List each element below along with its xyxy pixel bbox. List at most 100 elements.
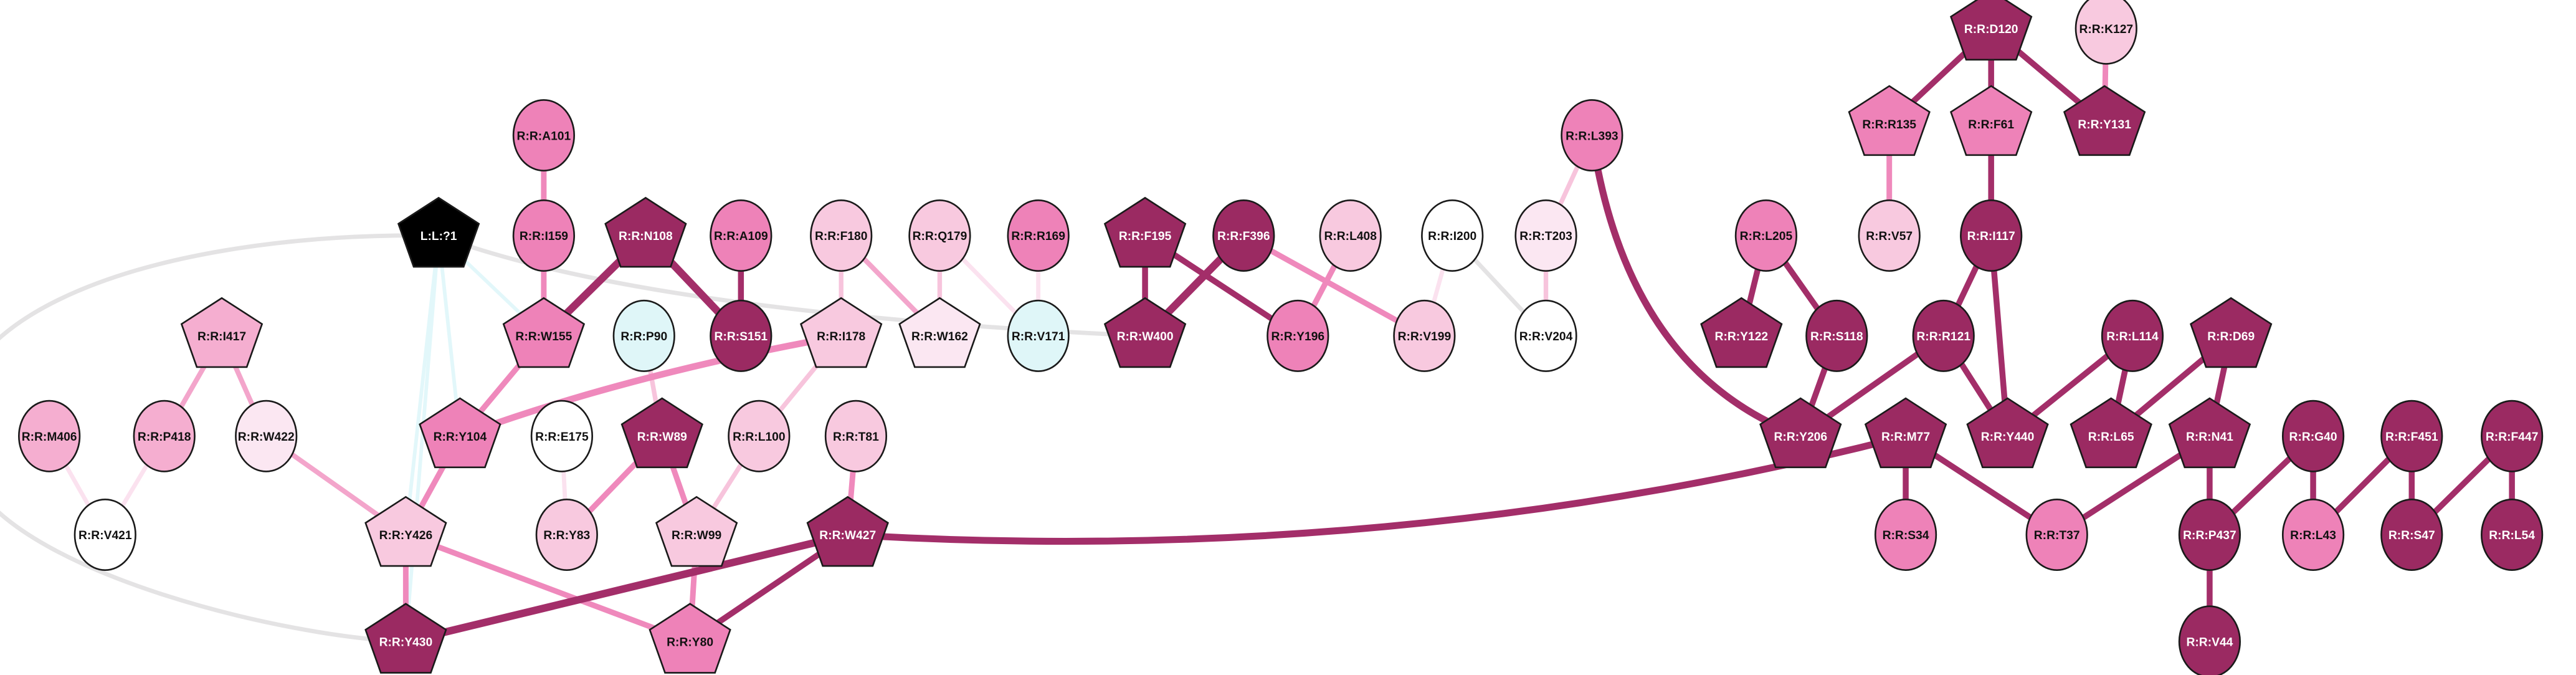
pentagon-node-shape <box>2063 85 2146 156</box>
graph-node-R:R:Y430[interactable]: R:R:Y430 <box>364 603 447 674</box>
graph-node-R:R:Y83[interactable]: R:R:Y83 <box>535 498 598 571</box>
graph-node-R:R:F447[interactable]: R:R:F447 <box>2481 400 2544 472</box>
ellipse-node-shape <box>612 299 675 372</box>
graph-node-R:R:N41[interactable]: R:R:N41 <box>2168 397 2251 469</box>
graph-node-R:R:N108[interactable]: R:R:N108 <box>604 196 687 268</box>
graph-node-R:R:Y122[interactable]: R:R:Y122 <box>1700 297 1783 368</box>
ellipse-node-shape <box>2481 400 2544 472</box>
graph-node-R:R:M77[interactable]: R:R:M77 <box>1864 397 1947 469</box>
graph-node-R:R:I117[interactable]: R:R:I117 <box>1960 199 2023 272</box>
graph-node-R:R:T203[interactable]: R:R:T203 <box>1514 199 1577 272</box>
graph-node-R:R:E175[interactable]: R:R:E175 <box>530 400 593 472</box>
ellipse-node-shape <box>512 99 575 172</box>
pentagon-node-shape <box>2190 297 2273 368</box>
graph-node-R:R:V57[interactable]: R:R:V57 <box>1858 199 1921 272</box>
ellipse-node-shape <box>2101 299 2164 372</box>
ellipse-node-shape <box>133 400 196 472</box>
graph-node-R:R:L205[interactable]: R:R:L205 <box>1734 199 1798 272</box>
graph-node-R:R:L43[interactable]: R:R:L43 <box>2281 498 2345 571</box>
ellipse-node-shape <box>2380 498 2443 571</box>
graph-node-R:R:F195[interactable]: R:R:F195 <box>1103 196 1187 268</box>
graph-node-R:R:L65[interactable]: R:R:L65 <box>2070 397 2152 469</box>
graph-node-R:R:V199[interactable]: R:R:V199 <box>1393 299 1456 372</box>
ellipse-node-shape <box>710 299 772 372</box>
ellipse-node-shape <box>1514 199 1577 272</box>
graph-node-R:R:T37[interactable]: R:R:T37 <box>2025 498 2088 571</box>
pentagon-node-shape <box>1949 85 2033 156</box>
graph-node-R:R:F61[interactable]: R:R:F61 <box>1949 85 2033 156</box>
edge-R:R:Y426--R:R:Y80 <box>402 532 693 644</box>
graph-node-L:L:?1[interactable]: L:L:?1 <box>397 196 480 268</box>
ellipse-node-shape <box>1874 498 1937 571</box>
graph-node-R:R:V171[interactable]: R:R:V171 <box>1007 299 1070 372</box>
graph-node-R:R:G40[interactable]: R:R:G40 <box>2281 400 2345 472</box>
ellipse-node-shape <box>1805 299 1868 372</box>
ellipse-node-shape <box>2281 498 2345 571</box>
graph-node-R:R:I417[interactable]: R:R:I417 <box>180 297 264 368</box>
ellipse-node-shape <box>1561 99 1623 172</box>
graph-node-R:R:F451[interactable]: R:R:F451 <box>2380 400 2443 472</box>
graph-node-R:R:I200[interactable]: R:R:I200 <box>1421 199 1484 272</box>
graph-node-R:R:Y206[interactable]: R:R:Y206 <box>1759 397 1842 469</box>
graph-node-R:R:V421[interactable]: R:R:V421 <box>74 498 136 571</box>
pentagon-node-shape <box>1966 397 2049 469</box>
graph-node-R:R:Y440[interactable]: R:R:Y440 <box>1966 397 2049 469</box>
graph-node-R:R:P437[interactable]: R:R:P437 <box>2178 498 2241 571</box>
graph-node-R:R:L54[interactable]: R:R:L54 <box>2481 498 2544 571</box>
ellipse-node-shape <box>2025 498 2088 571</box>
graph-node-R:R:M406[interactable]: R:R:M406 <box>18 400 81 472</box>
graph-node-R:R:I159[interactable]: R:R:I159 <box>512 199 575 272</box>
graph-node-R:R:A101[interactable]: R:R:A101 <box>512 99 575 172</box>
graph-node-R:R:P90[interactable]: R:R:P90 <box>612 299 675 372</box>
graph-node-R:R:Q179[interactable]: R:R:Q179 <box>908 199 971 272</box>
graph-node-R:R:W422[interactable]: R:R:W422 <box>235 400 298 472</box>
pentagon-node-shape <box>1103 196 1187 268</box>
ellipse-node-shape <box>1421 199 1484 272</box>
node-layer: L:L:?1 R:R:A101 R:R:I159 R:R:N108 R:R:A109 R:… <box>18 0 2544 675</box>
graph-node-R:R:S34[interactable]: R:R:S34 <box>1874 498 1937 571</box>
graph-node-R:R:V204[interactable]: R:R:V204 <box>1514 299 1577 372</box>
ellipse-node-shape <box>74 498 136 571</box>
graph-node-R:R:L408[interactable]: R:R:L408 <box>1319 199 1382 272</box>
pentagon-node-shape <box>1759 397 1842 469</box>
graph-node-R:R:F396[interactable]: R:R:F396 <box>1212 199 1275 272</box>
graph-node-R:R:S118[interactable]: R:R:S118 <box>1805 299 1868 372</box>
graph-node-R:R:S151[interactable]: R:R:S151 <box>710 299 772 372</box>
graph-node-R:R:Y196[interactable]: R:R:Y196 <box>1267 299 1329 372</box>
graph-node-R:R:Y104[interactable]: R:R:Y104 <box>419 397 501 469</box>
pentagon-node-shape <box>1103 297 1187 368</box>
edge-R:R:W427--R:R:M77 <box>844 433 1909 545</box>
graph-node-R:R:L393[interactable]: R:R:L393 <box>1561 99 1623 172</box>
graph-node-R:R:W89[interactable]: R:R:W89 <box>620 397 703 469</box>
graph-node-R:R:I178[interactable]: R:R:I178 <box>800 297 883 368</box>
ellipse-node-shape <box>1212 199 1275 272</box>
graph-node-R:R:W99[interactable]: R:R:W99 <box>655 495 738 567</box>
graph-node-R:R:L114[interactable]: R:R:L114 <box>2101 299 2164 372</box>
graph-node-R:R:V44[interactable]: R:R:V44 <box>2178 605 2241 675</box>
graph-node-R:R:T81[interactable]: R:R:T81 <box>824 400 888 472</box>
graph-node-R:R:S47[interactable]: R:R:S47 <box>2380 498 2443 571</box>
pentagon-node-shape <box>1949 0 2033 61</box>
pentagon-node-shape <box>1700 297 1783 368</box>
pentagon-node-shape <box>364 495 447 567</box>
ellipse-node-shape <box>2481 498 2544 571</box>
pentagon-node-shape <box>1848 85 1931 156</box>
graph-node-R:R:K127[interactable]: R:R:K127 <box>2075 0 2137 65</box>
graph-node-R:R:R169[interactable]: R:R:R169 <box>1007 199 1070 272</box>
graph-node-R:R:P418[interactable]: R:R:P418 <box>133 400 196 472</box>
ellipse-node-shape <box>908 199 971 272</box>
ellipse-node-shape <box>1912 299 1975 372</box>
graph-node-R:R:Y80[interactable]: R:R:Y80 <box>649 603 731 674</box>
graph-node-R:R:F180[interactable]: R:R:F180 <box>810 199 873 272</box>
graph-node-R:R:D120[interactable]: R:R:D120 <box>1949 0 2033 61</box>
graph-node-R:R:W427[interactable]: R:R:W427 <box>806 495 889 567</box>
graph-node-R:R:Y426[interactable]: R:R:Y426 <box>364 495 447 567</box>
pentagon-node-shape <box>397 196 480 268</box>
graph-node-R:R:A109[interactable]: R:R:A109 <box>710 199 772 272</box>
graph-node-R:R:D69[interactable]: R:R:D69 <box>2190 297 2273 368</box>
graph-node-R:R:L100[interactable]: R:R:L100 <box>728 400 791 472</box>
pentagon-node-shape <box>1864 397 1947 469</box>
graph-node-R:R:R121[interactable]: R:R:R121 <box>1912 299 1975 372</box>
pentagon-node-shape <box>655 495 738 567</box>
